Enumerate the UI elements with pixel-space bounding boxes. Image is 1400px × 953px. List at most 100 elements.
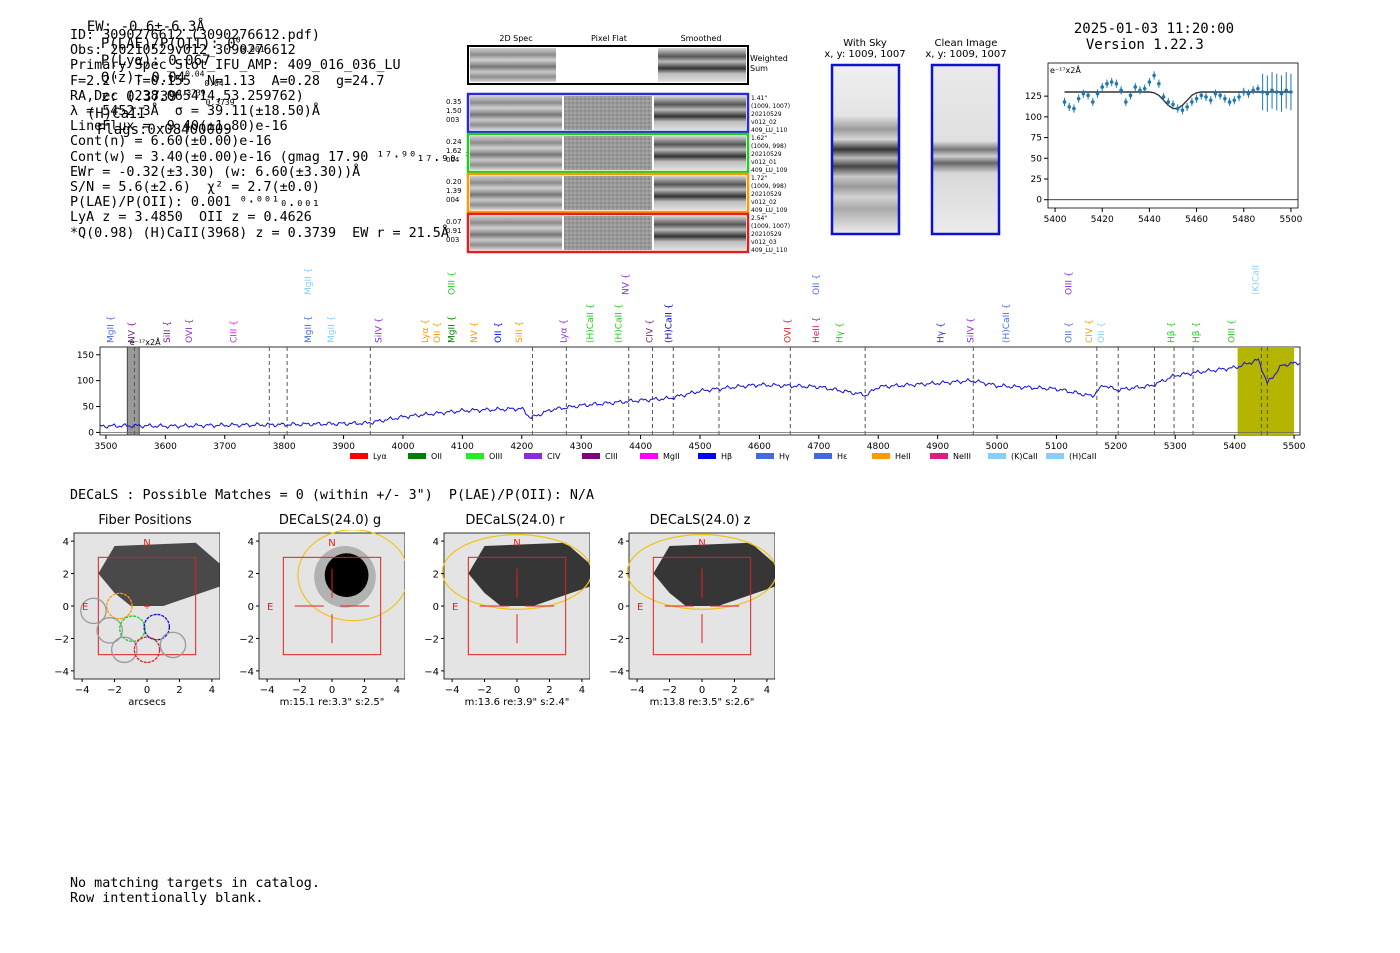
center-marker: + (143, 602, 151, 612)
zoom-data-point (1284, 88, 1289, 93)
imaging-caption: arcsecs (128, 697, 166, 708)
imaging-x-tick-label: −4 (630, 685, 645, 696)
zoom-data-point (1171, 102, 1175, 107)
zoom-data-point (1232, 98, 1237, 103)
zoom-data-point (1241, 90, 1246, 94)
legend-label: Hγ (779, 452, 790, 461)
full-x-tick-label: 4300 (570, 442, 593, 452)
zoom-data-point (1076, 96, 1081, 101)
imaging-y-tick-label: 2 (63, 570, 69, 581)
fiber-circle (159, 631, 187, 659)
zoom-data-point (1279, 91, 1284, 96)
info-line: λ = 5452.3Å σ = 39.11(±18.50)Å (70, 104, 320, 120)
footer-line-1: No matching targets in catalog. (70, 876, 320, 891)
highlight-region (1237, 347, 1295, 435)
sky-images (830, 63, 1001, 236)
cutout-2dspec (470, 96, 562, 130)
zoom-data-point (1100, 85, 1105, 89)
legend-label: Hβ (721, 452, 732, 461)
line-id-label: SiII { (163, 321, 173, 343)
full-y-tick-label: 150 (77, 351, 94, 361)
imaging-y-tick-label: 0 (618, 602, 624, 613)
line-id-label: CIII { (230, 320, 240, 343)
cutout-row-right-label: (1009, 1007) (751, 103, 790, 110)
full-x-tick-label: 3700 (213, 442, 236, 452)
imaging-x-tick-label: 2 (731, 685, 737, 696)
weighted-sum-smoothed (658, 48, 746, 82)
cutout-2dspec (470, 176, 562, 210)
weighted-sum-label-1: Weighted (750, 54, 788, 63)
cutout-row-right-label: v012_02 (751, 199, 777, 206)
zoom-data-point (1142, 86, 1147, 91)
line-id-label: Hγ { (937, 322, 947, 343)
line-id-label: MgII { (107, 316, 117, 343)
legend-label: NeIII (953, 452, 971, 461)
zoom-y-tick-label: 125 (1025, 92, 1042, 102)
info-line: S/N = 5.6(±2.6) χ² = 2.7(±0.0) (70, 180, 320, 196)
legend-swatch (1046, 453, 1064, 459)
zoom-data-point (1185, 105, 1189, 109)
imaging-y-tick-label: 0 (63, 602, 69, 613)
with-sky-label: With Sky (843, 38, 887, 49)
weighted-sum-label-2: Sum (750, 64, 768, 73)
imaging-y-tick-label: 2 (618, 570, 624, 581)
version: Version 1.22.3 (1085, 37, 1204, 53)
flags-value: Flags:0x08400009 (96, 122, 232, 139)
zoom-data-point (1081, 91, 1086, 96)
imaging-y-tick-label: 2 (248, 570, 254, 581)
info-line: P(LAE)/P(OII): 0.001 ⁰·⁰⁰¹₀.₀₀₁ (70, 195, 320, 211)
legend-swatch (640, 453, 658, 459)
fiber-circle (96, 617, 123, 644)
aperture-box (97, 556, 197, 656)
cutout-row-left-label: 004 (446, 156, 460, 164)
line-id-label: SiIV { (375, 317, 385, 343)
full-y-tick-label: 50 (83, 403, 95, 413)
cutout-row-right-label: 20210529 (751, 151, 782, 158)
legend-label: CIV (547, 452, 561, 461)
cutout-smoothed (654, 136, 746, 170)
zoom-data-point (1256, 86, 1260, 91)
line-id-label: OVI { (783, 319, 793, 343)
imaging-panel-svg: N E 4 2 0 −2 −4 −4 −2 0 2 4 m:13.6 re:3.9" s:2.4" (424, 532, 590, 708)
with-sky-title: With Sky x, y: 1009, 1007 (820, 38, 910, 60)
zoom-data-point (1194, 96, 1199, 101)
col-title-pixelflat: Pixel Flat (591, 34, 627, 43)
full-x-tick-label: 5000 (986, 442, 1009, 452)
legend-swatch (408, 453, 426, 459)
weighted-sum-2dspec (470, 48, 556, 82)
cutout-row-left-label: 003 (446, 116, 459, 124)
info-line: EWr = -0.32(±3.30) (w: 6.60(±3.30))Å (70, 164, 361, 180)
line-id-label: OIII { (1064, 271, 1074, 295)
compass-north: N (143, 538, 150, 549)
imaging-caption: m:13.8 re:3.5" s:2.6" (650, 697, 755, 708)
cutout-row-right-label: 20210529 (751, 191, 782, 198)
cutout-pixelflat (564, 136, 652, 170)
cutout-row-right-label: 409_LU_110 (751, 127, 788, 134)
imaging-x-tick-label: −4 (445, 685, 460, 696)
zoom-data-point (1095, 91, 1100, 96)
line-id-label: OII { (812, 274, 822, 295)
fiber-circle (80, 597, 107, 625)
source-blob (653, 542, 775, 606)
cutout-row-left-label: 0.91 (446, 227, 462, 235)
imaging-y-tick-label: −4 (239, 667, 254, 678)
ew-value: EW: -0.6±-6.3Å (86, 19, 205, 35)
imaging-y-tick-label: −2 (239, 634, 254, 645)
zoom-data-point (1223, 96, 1227, 101)
zoom-data-point (1190, 100, 1194, 104)
cutout-2dspec (470, 136, 562, 170)
full-unit-label: e⁻¹⁷x2Å (130, 336, 161, 347)
imaging-caption: m:15.1 re:3.3" s:2.5" (280, 697, 385, 708)
col-title-2dspec: 2D Spec (499, 34, 532, 43)
line-id-label: (K)CaII { (1251, 265, 1261, 295)
legend-label: (K)CaII (1011, 452, 1038, 461)
full-x-tick-label: 5400 (1223, 442, 1246, 452)
legend-swatch (756, 453, 774, 459)
timestamp-version: 2025-01-03 11:20:00 Version 1.22.3 (1057, 5, 1234, 53)
info-line: Cont(n) = 6.60(±0.00)e-16 (70, 134, 272, 150)
cutout-row-right-label: (1009, 1007) (751, 223, 790, 230)
imaging-y-tick-label: 0 (248, 602, 254, 613)
zoom-data-point (1213, 91, 1218, 96)
cutout-row-right-label: 20210529 (751, 111, 782, 118)
